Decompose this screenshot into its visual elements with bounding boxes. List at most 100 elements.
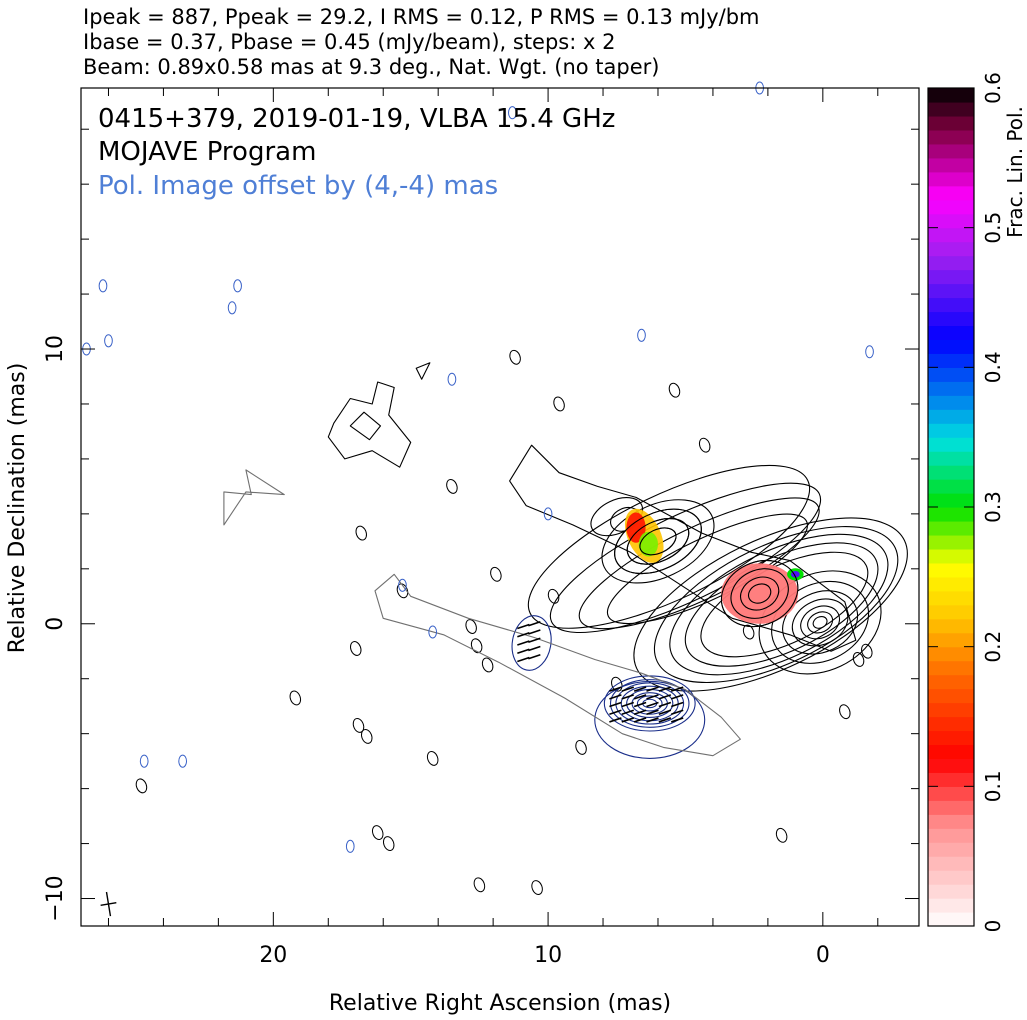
core-envelope-contour bbox=[633, 517, 908, 692]
pol-noise-contour bbox=[227, 301, 237, 315]
pol-vector bbox=[609, 686, 622, 692]
colorbar-segment bbox=[928, 143, 974, 159]
colorbar-segment bbox=[928, 115, 974, 131]
pol-vector bbox=[517, 623, 530, 630]
pol-vector bbox=[609, 709, 622, 716]
axis-ticks bbox=[81, 88, 919, 926]
pol-vector bbox=[633, 709, 647, 716]
colorbar-tick-label: 0.2 bbox=[981, 631, 1005, 663]
colorbar-tick-label: 0 bbox=[981, 920, 1005, 933]
colorbar-label: Frac. Lin. Pol. bbox=[1003, 106, 1027, 238]
y-tick-label: 10 bbox=[43, 335, 68, 363]
pol-vector bbox=[646, 694, 659, 700]
pol-vector bbox=[621, 701, 635, 708]
colorbar-segment bbox=[928, 311, 974, 327]
colorbar-segment bbox=[928, 227, 974, 243]
pol-noise-contour bbox=[637, 328, 646, 342]
program-label: MOJAVE Program bbox=[98, 137, 316, 167]
colorbar-tick-label: 0.5 bbox=[981, 212, 1005, 244]
colorbar-segment bbox=[928, 269, 974, 285]
colorbar-segment bbox=[928, 660, 974, 676]
core-contour bbox=[807, 611, 834, 634]
colorbar-segment bbox=[928, 688, 974, 704]
pol-noise-contour bbox=[508, 106, 517, 120]
colorbar-segment bbox=[928, 828, 974, 843]
noise-contour bbox=[575, 739, 587, 755]
noise-contour bbox=[481, 657, 494, 673]
pol-vector bbox=[609, 717, 622, 723]
core-contour bbox=[782, 590, 859, 655]
diffuse-contour bbox=[327, 381, 412, 468]
pol-vector bbox=[609, 701, 622, 708]
inner-knot-contour bbox=[740, 576, 780, 611]
noise-contour bbox=[289, 690, 302, 706]
colorbar-segment bbox=[928, 437, 974, 452]
y-tick-label: −10 bbox=[43, 875, 68, 921]
noise-contour bbox=[698, 437, 711, 453]
noise-contour bbox=[382, 836, 395, 851]
colorbar-segment bbox=[928, 199, 974, 215]
colorbar-segment bbox=[928, 744, 974, 759]
pol-vector bbox=[646, 701, 659, 708]
noise-contour bbox=[350, 641, 362, 656]
colorbar-segment bbox=[928, 255, 974, 271]
y-tick-label: 0 bbox=[43, 617, 68, 631]
colorbar-segment bbox=[928, 409, 974, 424]
pol-noise-contour bbox=[865, 345, 874, 359]
jet-contour bbox=[549, 482, 822, 634]
colorbar-segment bbox=[928, 898, 974, 913]
pol-contour bbox=[594, 680, 706, 759]
plot-frame bbox=[80, 87, 920, 927]
colorbar-segment bbox=[928, 604, 974, 620]
colorbar-segment bbox=[928, 632, 974, 648]
colorbar-segment bbox=[928, 884, 974, 899]
noise-contour bbox=[547, 588, 560, 604]
colorbar-segment bbox=[928, 772, 974, 787]
intensity-contours bbox=[135, 349, 908, 895]
core-envelope-contour bbox=[653, 526, 899, 684]
beam-marker bbox=[100, 891, 117, 917]
pol-vector bbox=[517, 632, 530, 638]
x-axis-label: Relative Right Ascension (mas) bbox=[329, 991, 671, 1016]
noise-contour bbox=[355, 525, 367, 541]
pol-vector bbox=[528, 637, 541, 644]
pol-vector bbox=[528, 645, 541, 652]
noise-contour bbox=[352, 718, 365, 733]
diffuse-contour bbox=[349, 411, 382, 441]
pol-noise-contour bbox=[398, 578, 407, 592]
colorbar: 0 0.1 0.2 0.3 0.4 0.5 0.6 bbox=[927, 72, 1005, 933]
noise-contour bbox=[360, 728, 373, 744]
noise-contour bbox=[473, 877, 486, 893]
colorbar-segment bbox=[928, 367, 974, 382]
header-line-2: Ibase = 0.37, Pbase = 0.45 (mJy/beam), s… bbox=[83, 30, 615, 54]
colorbar-segment bbox=[928, 646, 974, 662]
pol-vector bbox=[517, 640, 530, 646]
colorbar-tick-label: 0.6 bbox=[981, 72, 1005, 104]
colorbar-tick-label: 0.3 bbox=[981, 491, 1005, 523]
pol-vector bbox=[658, 709, 672, 716]
pol-noise-contour bbox=[98, 279, 108, 293]
colorbar-segment bbox=[928, 171, 974, 187]
pol-vector bbox=[658, 701, 672, 708]
jet-contour bbox=[527, 464, 811, 629]
colorbar-segment bbox=[928, 716, 974, 732]
colorbar-segment bbox=[928, 590, 974, 606]
colorbar-segment bbox=[928, 353, 974, 368]
noise-contour bbox=[668, 382, 681, 398]
noise-contour bbox=[465, 619, 477, 634]
colorbar-segment bbox=[928, 520, 974, 536]
inner-knot-contour bbox=[720, 559, 799, 628]
diffuse-contour bbox=[415, 362, 431, 380]
pol-contour bbox=[609, 679, 690, 728]
pol-noise-contour bbox=[543, 507, 553, 521]
noise-contour bbox=[509, 349, 521, 365]
colorbar-segment bbox=[928, 157, 974, 173]
colorbar-segment bbox=[928, 493, 974, 508]
noise-contour bbox=[742, 624, 755, 640]
pol-vector bbox=[609, 694, 622, 700]
colorbar-segment bbox=[928, 702, 974, 718]
jet-contour bbox=[578, 497, 820, 630]
pol-vector bbox=[633, 694, 647, 700]
colorbar-segment bbox=[928, 618, 974, 634]
noise-contour bbox=[611, 676, 623, 692]
